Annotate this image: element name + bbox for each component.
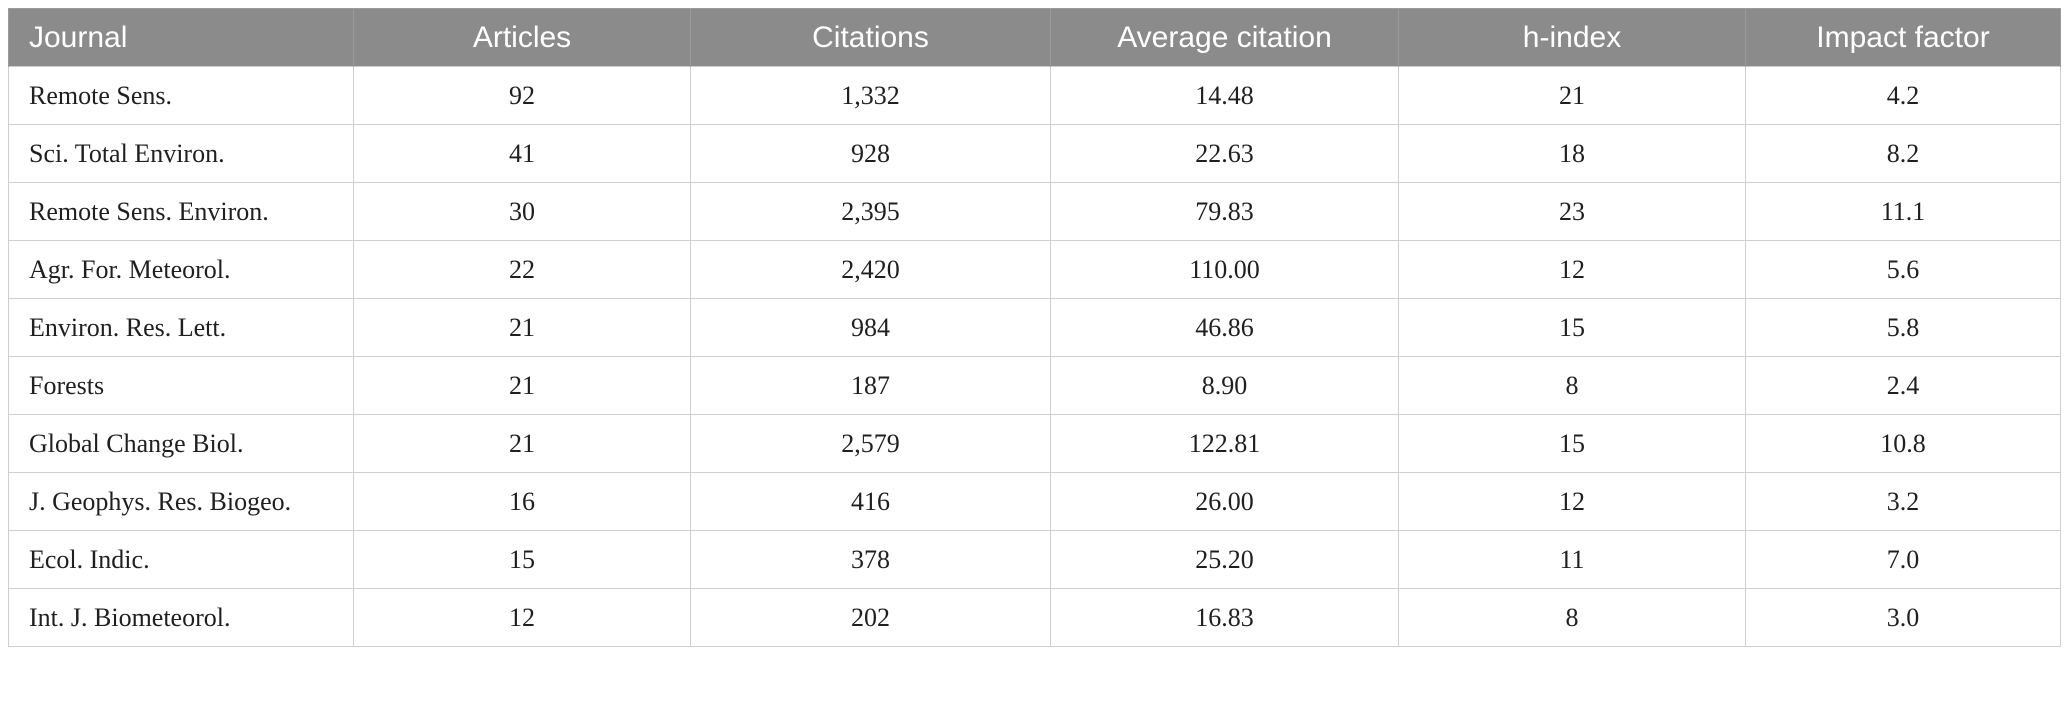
cell-h-index: 18 — [1398, 124, 1746, 183]
cell-h-index: 23 — [1398, 182, 1746, 241]
column-header-h-index: h-index — [1398, 8, 1746, 67]
cell-articles: 41 — [353, 124, 691, 183]
table-row: Sci. Total Environ. 41 928 22.63 18 8.2 — [8, 124, 2061, 183]
cell-average-citation: 25.20 — [1050, 530, 1399, 589]
cell-citations: 1,332 — [690, 66, 1051, 125]
cell-articles: 21 — [353, 298, 691, 357]
cell-average-citation: 46.86 — [1050, 298, 1399, 357]
cell-impact-factor: 3.2 — [1745, 472, 2061, 531]
cell-citations: 2,579 — [690, 414, 1051, 473]
cell-impact-factor: 7.0 — [1745, 530, 2061, 589]
cell-citations: 416 — [690, 472, 1051, 531]
table-row: Ecol. Indic. 15 378 25.20 11 7.0 — [8, 530, 2061, 589]
table-row: Forests 21 187 8.90 8 2.4 — [8, 356, 2061, 415]
cell-articles: 16 — [353, 472, 691, 531]
journal-metrics-table: Journal Articles Citations Average citation… — [8, 8, 2061, 647]
cell-citations: 378 — [690, 530, 1051, 589]
table-row: Remote Sens. 92 1,332 14.48 21 4.2 — [8, 66, 2061, 125]
cell-average-citation: 79.83 — [1050, 182, 1399, 241]
table-row: Global Change Biol. 21 2,579 122.81 15 10.8 — [8, 414, 2061, 473]
column-header-articles: Articles — [353, 8, 691, 67]
cell-citations: 2,395 — [690, 182, 1051, 241]
cell-average-citation: 16.83 — [1050, 588, 1399, 647]
cell-journal: Forests — [8, 356, 354, 415]
cell-average-citation: 8.90 — [1050, 356, 1399, 415]
cell-articles: 92 — [353, 66, 691, 125]
cell-citations: 984 — [690, 298, 1051, 357]
cell-h-index: 15 — [1398, 298, 1746, 357]
cell-citations: 187 — [690, 356, 1051, 415]
table-row: Agr. For. Meteorol. 22 2,420 110.00 12 5.6 — [8, 240, 2061, 299]
cell-articles: 12 — [353, 588, 691, 647]
column-header-journal: Journal — [8, 8, 354, 67]
page: Journal Articles Citations Average citation… — [8, 8, 2061, 647]
header-row: Journal Articles Citations Average citation… — [8, 8, 2061, 67]
cell-average-citation: 14.48 — [1050, 66, 1399, 125]
cell-articles: 21 — [353, 356, 691, 415]
cell-articles: 15 — [353, 530, 691, 589]
table-row: J. Geophys. Res. Biogeo. 16 416 26.00 12 3.2 — [8, 472, 2061, 531]
cell-journal: Agr. For. Meteorol. — [8, 240, 354, 299]
cell-articles: 22 — [353, 240, 691, 299]
cell-h-index: 8 — [1398, 356, 1746, 415]
table-header: Journal Articles Citations Average citation… — [8, 8, 2061, 67]
cell-impact-factor: 8.2 — [1745, 124, 2061, 183]
cell-impact-factor: 4.2 — [1745, 66, 2061, 125]
table-row: Remote Sens. Environ. 30 2,395 79.83 23 11.1 — [8, 182, 2061, 241]
cell-journal: Remote Sens. — [8, 66, 354, 125]
cell-impact-factor: 2.4 — [1745, 356, 2061, 415]
cell-average-citation: 26.00 — [1050, 472, 1399, 531]
table-body: Remote Sens. 92 1,332 14.48 21 4.2 Sci. Total … — [8, 66, 2061, 647]
column-header-citations: Citations — [690, 8, 1051, 67]
cell-journal: Environ. Res. Lett. — [8, 298, 354, 357]
cell-impact-factor: 5.8 — [1745, 298, 2061, 357]
cell-average-citation: 22.63 — [1050, 124, 1399, 183]
cell-citations: 928 — [690, 124, 1051, 183]
cell-impact-factor: 10.8 — [1745, 414, 2061, 473]
table-row: Int. J. Biometeorol. 12 202 16.83 8 3.0 — [8, 588, 2061, 647]
table-row: Environ. Res. Lett. 21 984 46.86 15 5.8 — [8, 298, 2061, 357]
cell-citations: 202 — [690, 588, 1051, 647]
cell-h-index: 8 — [1398, 588, 1746, 647]
cell-impact-factor: 5.6 — [1745, 240, 2061, 299]
cell-impact-factor: 11.1 — [1745, 182, 2061, 241]
cell-h-index: 12 — [1398, 472, 1746, 531]
cell-articles: 21 — [353, 414, 691, 473]
cell-h-index: 21 — [1398, 66, 1746, 125]
cell-h-index: 15 — [1398, 414, 1746, 473]
cell-average-citation: 122.81 — [1050, 414, 1399, 473]
cell-impact-factor: 3.0 — [1745, 588, 2061, 647]
column-header-average-citation: Average citation — [1050, 8, 1399, 67]
cell-average-citation: 110.00 — [1050, 240, 1399, 299]
cell-h-index: 11 — [1398, 530, 1746, 589]
cell-journal: Sci. Total Environ. — [8, 124, 354, 183]
cell-journal: Remote Sens. Environ. — [8, 182, 354, 241]
cell-journal: Ecol. Indic. — [8, 530, 354, 589]
cell-citations: 2,420 — [690, 240, 1051, 299]
cell-articles: 30 — [353, 182, 691, 241]
cell-journal: Global Change Biol. — [8, 414, 354, 473]
cell-journal: J. Geophys. Res. Biogeo. — [8, 472, 354, 531]
column-header-impact-factor: Impact factor — [1745, 8, 2061, 67]
cell-h-index: 12 — [1398, 240, 1746, 299]
cell-journal: Int. J. Biometeorol. — [8, 588, 354, 647]
